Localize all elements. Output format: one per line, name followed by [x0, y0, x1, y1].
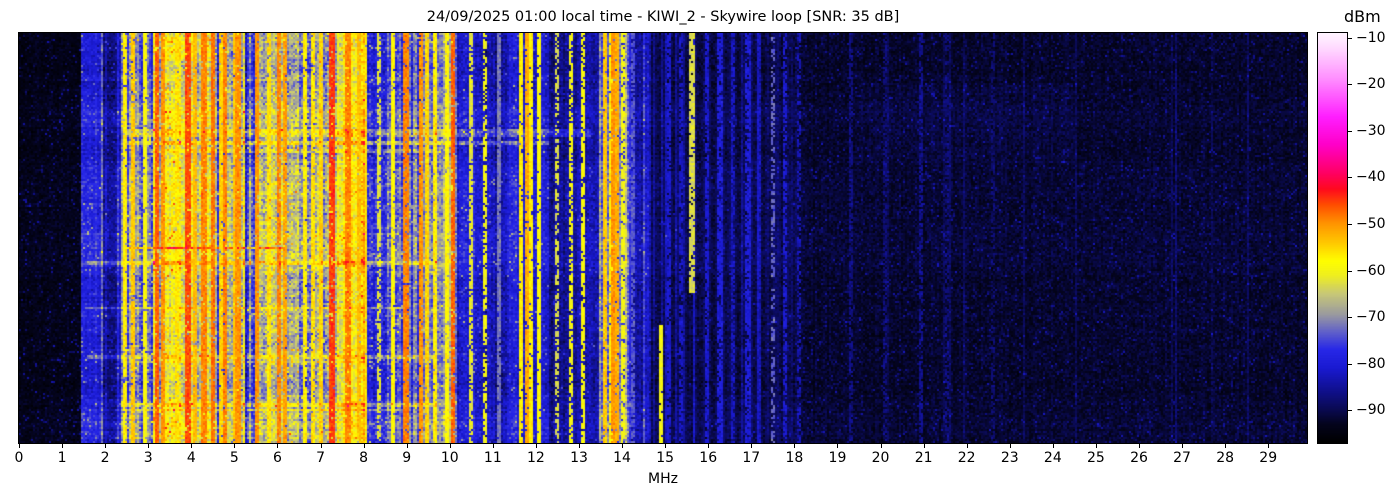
x-tick-label: 18 — [785, 450, 804, 466]
x-tick-mark — [363, 444, 365, 448]
x-tick-mark — [191, 444, 193, 448]
x-tick-label: 15 — [656, 450, 675, 466]
x-tick-label: 7 — [316, 450, 325, 466]
spectrogram-canvas — [19, 33, 1307, 443]
colorbar-tick-mark — [1348, 317, 1352, 319]
colorbar-tick-label: −70 — [1356, 309, 1386, 326]
x-tick-label: 3 — [143, 450, 153, 466]
x-tick-label: 28 — [1216, 450, 1235, 466]
x-tick-label: 1 — [57, 450, 67, 466]
colorbar-tick-label: −10 — [1356, 29, 1386, 46]
colorbar-tick-mark — [1348, 410, 1352, 412]
x-tick-mark — [966, 444, 968, 448]
x-tick-label: 14 — [613, 450, 631, 466]
colorbar-tick-mark — [1348, 177, 1352, 179]
colorbar-tick-label: −20 — [1356, 76, 1386, 93]
x-tick-mark — [665, 444, 667, 448]
x-tick-label: 20 — [871, 450, 890, 466]
x-tick-mark — [19, 444, 20, 448]
x-tick-label: 0 — [14, 450, 24, 466]
x-tick-mark — [320, 444, 322, 448]
colorbar-tick-label: −50 — [1356, 216, 1386, 233]
x-tick-label: 23 — [1000, 450, 1019, 466]
x-tick-mark — [794, 444, 796, 448]
colorbar-tick-mark — [1348, 224, 1352, 226]
x-tick-label: 25 — [1087, 450, 1105, 466]
x-tick-label: 27 — [1173, 450, 1191, 466]
x-tick-mark — [880, 444, 882, 448]
x-tick-label: 12 — [527, 450, 545, 466]
colorbar-tick-mark — [1348, 363, 1352, 365]
x-tick-mark — [837, 444, 839, 448]
x-tick-mark — [105, 444, 107, 448]
colorbar-tick-mark — [1348, 84, 1352, 86]
x-tick-label: 4 — [186, 450, 196, 466]
colorbar-tick-label: −90 — [1356, 402, 1386, 419]
x-tick-label: 13 — [570, 450, 588, 466]
x-tick-mark — [1268, 444, 1270, 448]
x-tick-mark — [234, 444, 236, 448]
x-tick-mark — [1052, 444, 1054, 448]
chart-title: 24/09/2025 01:00 local time - KIWI_2 - S… — [426, 9, 900, 25]
x-tick-label: 8 — [359, 450, 369, 466]
colorbar-tick-label: −30 — [1356, 122, 1386, 139]
x-tick-label: 22 — [957, 450, 976, 466]
x-tick-label: 24 — [1043, 450, 1062, 466]
x-tick-mark — [1139, 444, 1140, 448]
colorbar-tick-label: −60 — [1356, 262, 1386, 279]
x-tick-mark — [277, 444, 279, 448]
x-tick-mark — [751, 444, 753, 448]
x-tick-mark — [148, 444, 150, 448]
colorbar-tick-mark — [1348, 130, 1352, 132]
x-tick-label: 5 — [229, 450, 239, 466]
x-tick-mark — [1182, 444, 1184, 448]
x-axis-label: MHz — [648, 471, 678, 487]
x-tick-mark — [579, 444, 580, 448]
x-tick-label: 10 — [440, 450, 459, 466]
x-tick-label: 6 — [272, 450, 282, 466]
plot-frame — [18, 32, 1308, 444]
colorbar-frame — [1317, 32, 1348, 444]
x-tick-mark — [535, 444, 537, 448]
x-tick-label: 19 — [828, 450, 847, 466]
colorbar-tick-mark — [1348, 270, 1352, 272]
x-tick-mark — [1009, 444, 1011, 448]
x-tick-label: 29 — [1259, 450, 1278, 466]
x-tick-label: 26 — [1130, 450, 1148, 466]
x-tick-mark — [406, 444, 408, 448]
x-tick-mark — [923, 444, 925, 448]
colorbar-tick-label: −80 — [1356, 355, 1386, 372]
x-tick-mark — [708, 444, 710, 448]
x-tick-label: 2 — [100, 450, 110, 466]
x-tick-mark — [449, 444, 451, 448]
colorbar-unit-label: dBm — [1344, 7, 1381, 26]
x-tick-mark — [1095, 444, 1097, 448]
x-tick-label: 11 — [483, 450, 502, 466]
x-tick-label: 16 — [699, 450, 718, 466]
x-tick-mark — [62, 444, 64, 448]
x-tick-mark — [492, 444, 494, 448]
x-tick-mark — [1225, 444, 1227, 448]
colorbar-tick-mark — [1348, 37, 1352, 39]
x-tick-label: 17 — [742, 450, 761, 466]
colorbar-tick-label: −40 — [1356, 169, 1386, 186]
colorbar-canvas — [1318, 33, 1347, 443]
x-tick-label: 21 — [914, 450, 933, 466]
x-tick-label: 9 — [402, 450, 412, 466]
x-tick-mark — [622, 444, 624, 448]
